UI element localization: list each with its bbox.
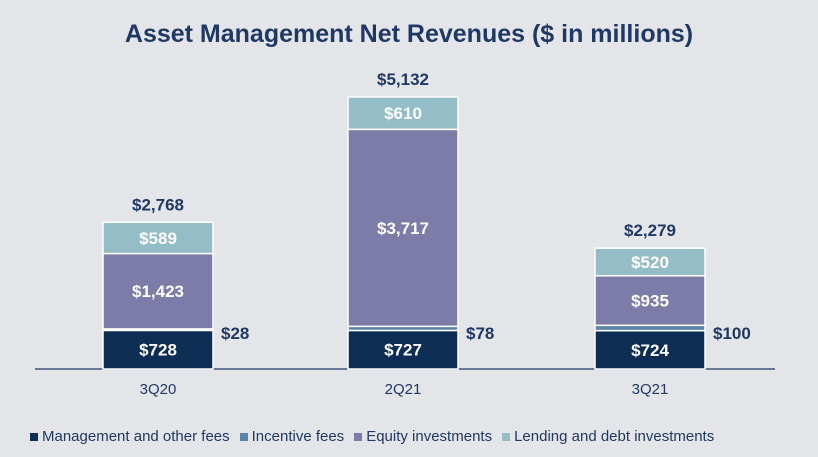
- data-label-2q21-2: $3,717: [377, 219, 429, 238]
- bar-segment-3q21-1: [594, 324, 706, 332]
- bar-segment-2q21-3: [347, 96, 459, 131]
- data-label-2q21-0: $727: [384, 341, 422, 360]
- legend-swatch: [354, 432, 363, 441]
- x-tick-label-3q20: 3Q20: [140, 381, 177, 398]
- legend-item-2: Equity investments: [354, 428, 492, 445]
- legend-label: Lending and debt investments: [514, 428, 715, 445]
- legend-swatch: [30, 432, 38, 441]
- data-label-incentive-3q21: $100: [713, 324, 751, 343]
- bar-segment-2q21-2: [347, 128, 459, 328]
- data-label-3q20-0: $728: [139, 341, 177, 360]
- data-label-3q20-2: $1,423: [132, 282, 184, 301]
- chart-legend: Management and other fees Incentive fees E…: [30, 428, 810, 445]
- x-tick-label-3q21: 3Q21: [632, 381, 669, 398]
- data-label-incentive-2q21: $78: [466, 324, 494, 343]
- legend-item-1: Incentive fees: [239, 428, 345, 445]
- data-label-3q20-3: $589: [139, 229, 177, 248]
- data-label-3q21-3: $520: [631, 253, 669, 272]
- bar-segment-3q21-2: [594, 275, 706, 327]
- bar-segment-3q20-3: [102, 221, 214, 255]
- data-label-3q21-0: $724: [631, 341, 669, 360]
- bar-segment-2q21-0: [347, 329, 459, 370]
- legend-swatch: [502, 432, 511, 441]
- legend-label: Equity investments: [366, 428, 493, 445]
- total-label-3q21: $2,279: [624, 221, 676, 240]
- legend-item-3: Lending and debt investments: [502, 428, 714, 445]
- total-label-3q20: $2,768: [132, 195, 184, 214]
- legend-swatch: [239, 432, 248, 441]
- bar-segment-3q21-0: [594, 329, 706, 370]
- bar-segment-3q20-0: [102, 329, 214, 370]
- data-label-incentive-3q20: $28: [221, 324, 249, 343]
- data-label-2q21-3: $610: [384, 104, 422, 123]
- chart-title: Asset Management Net Revenues ($ in mill…: [124, 20, 694, 48]
- bar-segment-3q21-3: [594, 247, 706, 277]
- x-tick-label-2q21: 2Q21: [385, 381, 422, 398]
- legend-label: Incentive fees: [251, 428, 345, 445]
- legend-item-0: Management and other fees: [30, 428, 230, 445]
- legend-label: Management and other fees: [42, 428, 230, 445]
- stacked-bar-chart: $728 $28 $1,423 $589 $2,768 3Q20 $727 $78 $3,717…: [35, 70, 775, 398]
- data-label-3q21-2: $935: [631, 292, 669, 311]
- total-label-2q21: $5,132: [377, 70, 429, 89]
